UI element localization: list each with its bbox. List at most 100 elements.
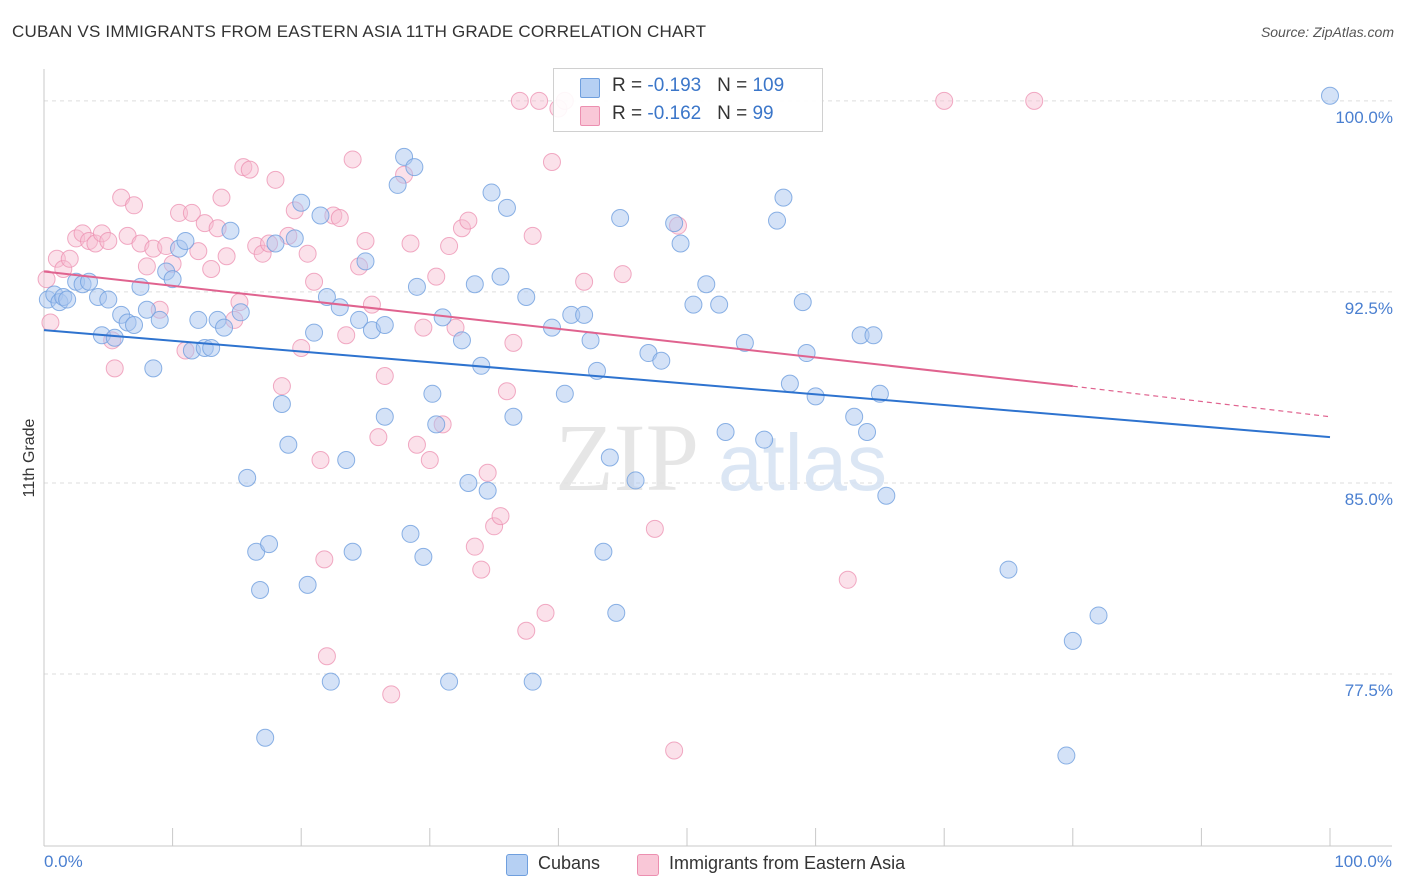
point-eastern-asia: [420, 451, 439, 470]
point-eastern-asia: [838, 570, 857, 589]
point-eastern-asia: [575, 272, 594, 291]
point-eastern-asia: [37, 270, 56, 289]
point-cubans: [401, 524, 420, 543]
point-cubans: [459, 473, 478, 492]
point-cubans: [665, 214, 684, 233]
point-eastern-asia: [504, 333, 523, 352]
point-cubans: [806, 387, 825, 406]
point-cubans: [594, 542, 613, 561]
correlation-legend: R = -0.193 N = 109 R = -0.162 N = 99: [553, 68, 823, 132]
point-eastern-asia: [542, 152, 561, 171]
point-eastern-asia: [472, 560, 491, 579]
legend-n-label: N =: [717, 75, 753, 96]
y-tick-label: 77.5%: [1345, 681, 1393, 700]
point-cubans: [780, 374, 799, 393]
legend-n-label: N =: [717, 103, 753, 124]
point-cubans: [600, 448, 619, 467]
point-eastern-asia: [465, 537, 484, 556]
point-cubans: [105, 328, 124, 347]
point-cubans: [523, 672, 542, 691]
legend-r-value-cubans: -0.193: [647, 75, 702, 96]
point-cubans: [793, 293, 812, 312]
point-eastern-asia: [217, 247, 236, 266]
point-eastern-asia: [510, 91, 529, 110]
point-eastern-asia: [427, 267, 446, 286]
point-cubans: [330, 298, 349, 317]
point-cubans: [298, 575, 317, 594]
point-cubans: [221, 221, 240, 240]
point-eastern-asia: [645, 519, 664, 538]
point-eastern-asia: [362, 295, 381, 314]
point-cubans: [452, 331, 471, 350]
point-cubans: [305, 323, 324, 342]
point-eastern-asia: [253, 244, 272, 263]
source-credit: Source: ZipAtlas.com: [1260, 24, 1394, 40]
point-cubans: [482, 183, 501, 202]
point-cubans: [517, 288, 536, 307]
legend-n-value-cubans: 109: [752, 75, 785, 96]
bottom-legend-label-eastern-asia: Immigrants from Eastern Asia: [669, 853, 906, 873]
bottom-legend: Cubans Immigrants from Eastern Asia: [0, 852, 1406, 878]
point-cubans: [626, 471, 645, 490]
point-eastern-asia: [485, 517, 504, 536]
point-cubans: [845, 407, 864, 426]
point-eastern-asia: [189, 242, 208, 261]
point-eastern-asia: [517, 621, 536, 640]
legend-r-label: R =: [612, 103, 648, 124]
point-cubans: [1057, 746, 1076, 765]
legend-swatch-cubans: [580, 78, 600, 98]
point-eastern-asia: [317, 647, 336, 666]
point-eastern-asia: [212, 188, 231, 207]
point-eastern-asia: [92, 224, 111, 243]
bottom-legend-label-cubans: Cubans: [538, 853, 601, 873]
point-eastern-asia: [613, 265, 632, 284]
point-cubans: [870, 384, 889, 403]
point-cubans: [1321, 86, 1339, 105]
point-cubans: [465, 275, 484, 294]
point-eastern-asia: [530, 91, 549, 110]
point-eastern-asia: [497, 382, 516, 401]
point-eastern-asia: [491, 507, 510, 526]
y-tick-label: 85.0%: [1345, 490, 1393, 509]
point-cubans: [497, 198, 516, 217]
point-eastern-asia: [47, 249, 66, 268]
point-cubans: [607, 603, 626, 622]
point-eastern-asia: [298, 244, 317, 263]
x-axis-max-label: 100.0%: [1334, 852, 1392, 871]
point-eastern-asia: [665, 741, 684, 760]
point-cubans: [652, 351, 671, 370]
point-cubans: [427, 415, 446, 434]
y-tick-label: 100.0%: [1335, 108, 1393, 127]
point-eastern-asia: [170, 203, 189, 222]
point-cubans: [311, 206, 330, 225]
point-cubans: [768, 211, 787, 230]
point-eastern-asia: [202, 259, 221, 278]
trendline-eastern-asia-extrapolated: [1072, 385, 1331, 418]
point-eastern-asia: [343, 150, 362, 169]
point-cubans: [858, 423, 877, 442]
point-cubans: [356, 252, 375, 271]
point-cubans: [414, 547, 433, 566]
y-tick-label: 92.5%: [1345, 299, 1393, 318]
watermark-zip: ZIP: [555, 404, 699, 511]
point-eastern-asia: [935, 91, 954, 110]
series-cubans-points: [38, 86, 1339, 765]
point-cubans: [231, 303, 250, 322]
point-cubans: [864, 326, 883, 345]
point-cubans: [611, 209, 630, 228]
point-eastern-asia: [311, 451, 330, 470]
point-eastern-asia: [125, 196, 144, 215]
point-eastern-asia: [60, 249, 79, 268]
point-eastern-asia: [478, 463, 497, 482]
point-eastern-asia: [375, 366, 394, 385]
point-cubans: [189, 310, 208, 329]
point-cubans: [215, 318, 234, 337]
point-eastern-asia: [330, 209, 349, 228]
point-eastern-asia: [369, 428, 388, 447]
point-eastern-asia: [266, 170, 285, 189]
legend-n-value-eastern-asia: 99: [752, 103, 774, 124]
point-cubans: [581, 331, 600, 350]
legend-swatch-eastern-asia: [580, 106, 600, 126]
point-cubans: [684, 295, 703, 314]
point-cubans: [279, 435, 298, 454]
